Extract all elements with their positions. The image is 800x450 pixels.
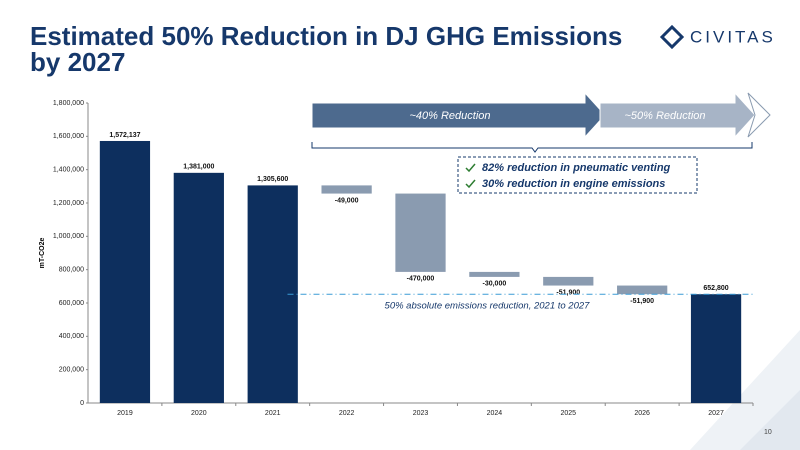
data-label: -51,900 (556, 289, 580, 296)
y-axis-label: mT-CO2e (39, 238, 46, 269)
decor (740, 390, 800, 450)
data-label: -49,000 (335, 197, 359, 204)
check (465, 179, 476, 189)
y-tick-label: 600,000 (59, 300, 84, 307)
arrow-outline (747, 92, 771, 138)
callout-box: 82% reduction in pneumatic venting 30% r… (457, 156, 698, 194)
x-tick-label: 2021 (265, 410, 281, 417)
x-tick-label: 2024 (487, 410, 503, 417)
y-tick-label: 800,000 (59, 267, 84, 274)
arrow-50 (599, 91, 756, 139)
x-tick-label: 2027 (708, 410, 724, 417)
y-tick-label: 400,000 (59, 333, 84, 340)
x-tick-label: 2020 (191, 410, 207, 417)
check (465, 163, 476, 173)
y-tick-label: 1,600,000 (53, 133, 84, 140)
arrow-40 (311, 91, 606, 139)
bar (469, 271, 520, 277)
callout-frame (457, 156, 698, 194)
x-tick-label: 2026 (634, 410, 650, 417)
bar (543, 276, 594, 286)
data-label: -51,900 (630, 298, 654, 305)
data-label: 652,800 (703, 285, 728, 292)
arrow-label: ~50% Reduction (624, 110, 705, 122)
bracket (311, 142, 753, 153)
callout-text: 30% reduction in engine emissions (482, 178, 665, 190)
y-tick-label: 1,800,000 (53, 100, 84, 107)
logo-icon (659, 24, 685, 50)
y-tick-label: 1,400,000 (53, 167, 84, 174)
slide-title: Estimated 50% Reduction in DJ GHG Emissi… (30, 21, 622, 77)
bar (395, 193, 446, 272)
callout-text: 82% reduction in pneumatic venting (482, 162, 671, 174)
x-tick-label: 2023 (413, 410, 429, 417)
arrow-label: ~40% Reduction (409, 110, 490, 122)
x-tick-label: 2019 (117, 410, 133, 417)
bar (173, 172, 224, 403)
bar (321, 185, 372, 194)
y-tick-label: 1,000,000 (53, 233, 84, 240)
arrows: ~40% Reduction ~50% Reduction (311, 91, 771, 153)
x-tick-label: 2022 (339, 410, 355, 417)
bar (99, 140, 151, 403)
reference-label: 50% absolute emissions reduction, 2021 t… (385, 301, 591, 312)
data-label: 1,381,000 (183, 164, 214, 171)
logo: CIVITAS (659, 24, 776, 50)
y-tick-label: 0 (80, 400, 84, 407)
bar (617, 285, 668, 295)
data-label: 1,305,600 (257, 176, 288, 183)
page-number: 10 (764, 429, 772, 436)
data-label: -30,000 (483, 281, 507, 288)
y-tick-label: 1,200,000 (53, 200, 84, 207)
x-tick-label: 2025 (560, 410, 576, 417)
bar (690, 294, 742, 403)
data-label: -470,000 (407, 276, 435, 283)
logo-text: CIVITAS (690, 27, 776, 46)
y-tick-label: 200,000 (59, 367, 84, 374)
data-label: 1,572,137 (109, 132, 140, 139)
